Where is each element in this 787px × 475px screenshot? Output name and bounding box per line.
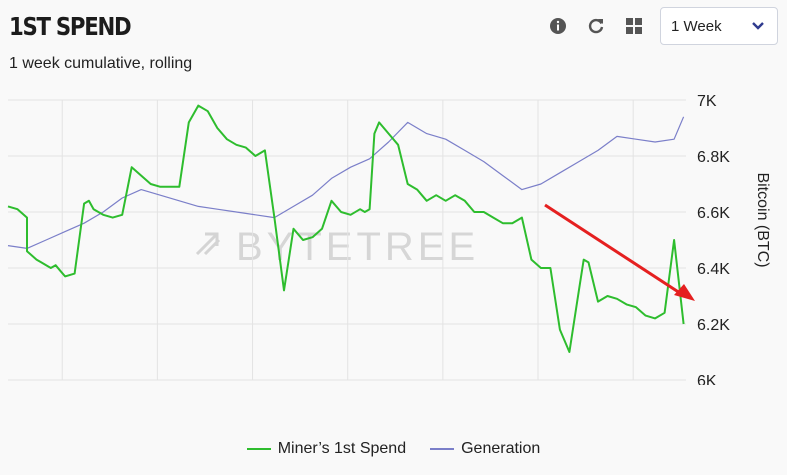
y-axis-label: Bitcoin (BTC) (754, 172, 771, 267)
chart-legend: Miner’s 1st Spend Generation (0, 440, 787, 458)
chart-gridlines (8, 99, 686, 381)
bytetree-logo-icon (195, 232, 221, 256)
series-line-generation[interactable] (7, 116, 685, 249)
trend-arrow-head (674, 284, 695, 301)
y-tick-label: 7K (697, 93, 717, 110)
refresh-icon[interactable] (586, 16, 606, 36)
legend-label: Miner’s 1st Spend (277, 440, 407, 457)
legend-label: Generation (461, 440, 541, 457)
chart-series (7, 104, 685, 353)
legend-swatch-blue (430, 448, 455, 450)
y-axis-ticks: 7K 6.8K 6.6K 6.4K 6.2K 6K (697, 93, 730, 385)
y-tick-label: 6.2K (697, 317, 730, 334)
period-select-value: 1 Week (671, 17, 722, 35)
y-tick-label: 6.6K (697, 205, 730, 222)
grid-icon[interactable] (624, 16, 644, 36)
legend-swatch-green (246, 448, 271, 450)
y-tick-label: 6.8K (697, 149, 730, 166)
info-icon[interactable] (548, 16, 568, 36)
trend-arrow-line (544, 203, 684, 297)
legend-item-generation[interactable]: Generation (430, 440, 540, 458)
page-title: 1ST SPEND (9, 12, 132, 41)
trend-annotation (544, 203, 695, 301)
chart-toolbar: 1 Week (548, 7, 778, 45)
y-tick-label: 6.4K (697, 261, 730, 278)
legend-item-miners-spend[interactable]: Miner’s 1st Spend (246, 440, 407, 458)
series-line-miners-1st-spend[interactable] (7, 104, 685, 353)
chevron-down-icon (751, 18, 765, 35)
bytetree-watermark: BYTETREE (195, 225, 475, 269)
chart-subtitle: 1 week cumulative, rolling (9, 55, 193, 72)
y-tick-label: 6K (697, 373, 717, 385)
period-select[interactable]: 1 Week (660, 7, 778, 45)
